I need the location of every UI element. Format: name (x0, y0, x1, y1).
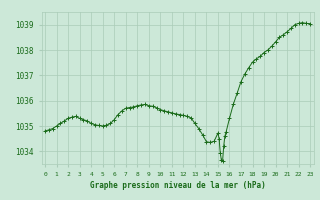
X-axis label: Graphe pression niveau de la mer (hPa): Graphe pression niveau de la mer (hPa) (90, 181, 266, 190)
